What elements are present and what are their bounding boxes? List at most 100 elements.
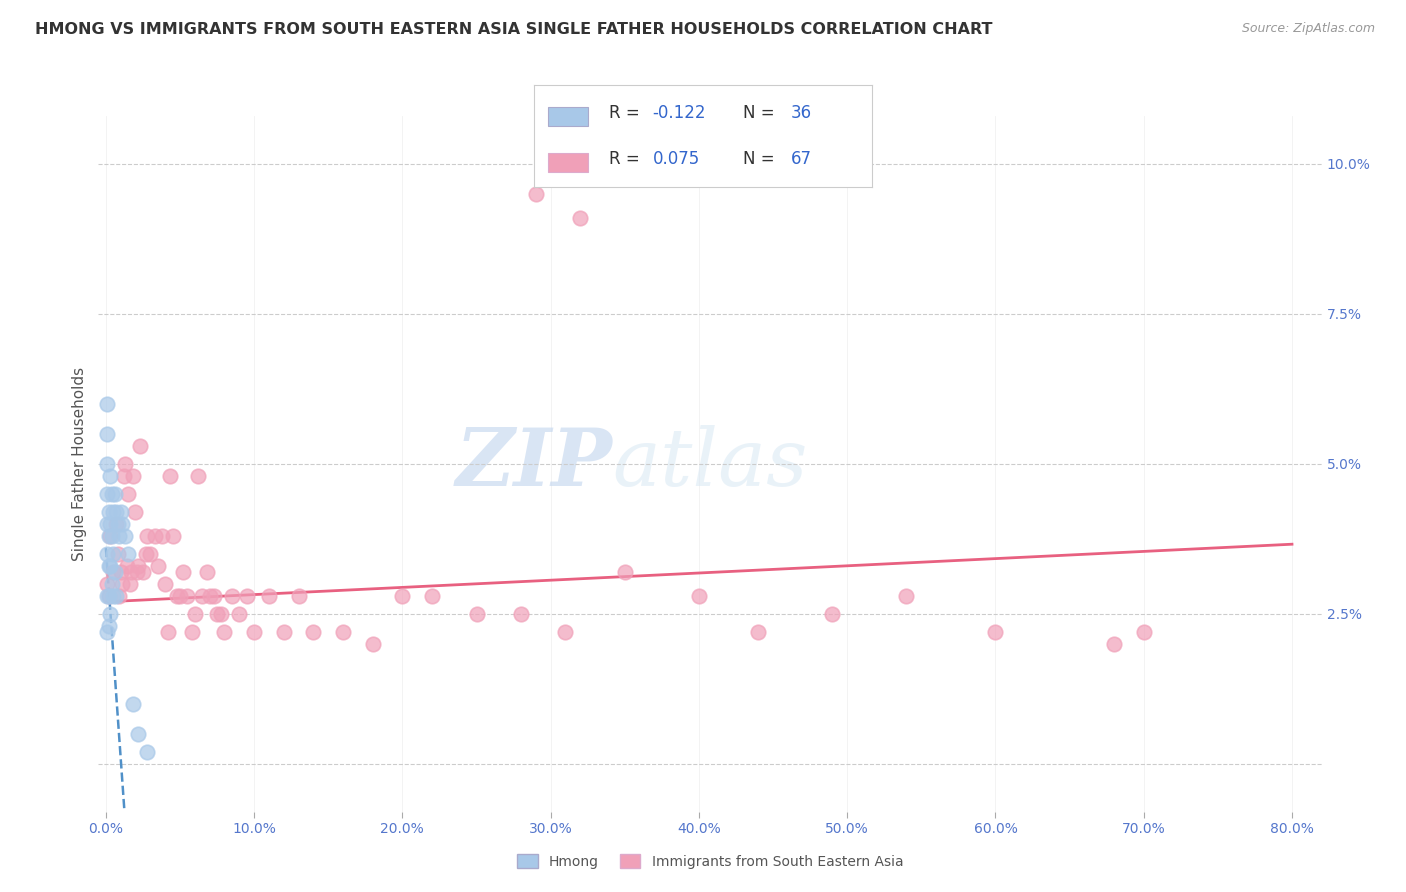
Text: R =: R =: [609, 150, 644, 168]
Point: [96, 397, 118, 411]
Point: [121, 697, 143, 711]
Point: [110, 505, 132, 519]
Text: 0.075: 0.075: [652, 150, 700, 168]
Point: [162, 529, 184, 543]
Point: [97, 529, 120, 543]
Point: [107, 516, 129, 531]
Point: [114, 457, 136, 471]
Point: [180, 624, 202, 639]
Point: [135, 547, 157, 561]
Point: [105, 589, 128, 603]
Point: [198, 589, 221, 603]
FancyBboxPatch shape: [548, 107, 588, 126]
Point: [1102, 637, 1125, 651]
Point: [136, 529, 159, 543]
Point: [105, 516, 128, 531]
Point: [166, 589, 188, 603]
Point: [97, 589, 120, 603]
Point: [524, 186, 547, 201]
Point: [821, 607, 844, 621]
Point: [153, 576, 176, 591]
Point: [187, 468, 209, 483]
Point: [984, 624, 1007, 639]
Text: R =: R =: [609, 104, 644, 122]
Text: -0.122: -0.122: [652, 104, 706, 122]
Text: ZIP: ZIP: [456, 425, 612, 502]
Point: [115, 558, 138, 573]
Point: [465, 607, 488, 621]
Point: [361, 637, 384, 651]
Point: [214, 624, 236, 639]
Point: [104, 487, 127, 501]
Point: [118, 576, 141, 591]
Point: [205, 607, 228, 621]
Point: [98, 516, 121, 531]
Point: [97, 589, 120, 603]
Point: [136, 745, 159, 759]
Point: [111, 576, 134, 591]
Point: [97, 558, 120, 573]
Point: [287, 589, 309, 603]
Point: [332, 624, 354, 639]
Point: [302, 624, 325, 639]
Point: [273, 624, 295, 639]
Point: [117, 487, 139, 501]
Point: [98, 468, 121, 483]
Text: 67: 67: [790, 150, 811, 168]
Point: [103, 505, 125, 519]
Point: [104, 565, 127, 579]
Point: [98, 529, 121, 543]
Point: [391, 589, 413, 603]
Point: [159, 468, 181, 483]
Point: [108, 589, 131, 603]
Point: [172, 565, 194, 579]
Point: [103, 547, 125, 561]
Point: [896, 589, 918, 603]
Point: [96, 576, 118, 591]
Point: [111, 516, 134, 531]
Point: [228, 607, 250, 621]
Text: HMONG VS IMMIGRANTS FROM SOUTH EASTERN ASIA SINGLE FATHER HOUSEHOLDS CORRELATION: HMONG VS IMMIGRANTS FROM SOUTH EASTERN A…: [35, 22, 993, 37]
Point: [554, 624, 576, 639]
Point: [257, 589, 280, 603]
Point: [184, 607, 207, 621]
Y-axis label: Single Father Households: Single Father Households: [72, 367, 87, 561]
Point: [176, 589, 198, 603]
Point: [235, 589, 257, 603]
Point: [169, 589, 191, 603]
Point: [211, 607, 233, 621]
Point: [98, 558, 121, 573]
Point: [120, 565, 142, 579]
Point: [103, 565, 125, 579]
Point: [125, 565, 148, 579]
Point: [420, 589, 443, 603]
Point: [127, 558, 149, 573]
Point: [569, 211, 592, 225]
Legend: Hmong, Immigrants from South Eastern Asia: Hmong, Immigrants from South Eastern Asi…: [512, 848, 908, 874]
Point: [150, 529, 173, 543]
Point: [146, 558, 169, 573]
FancyBboxPatch shape: [548, 153, 588, 172]
Point: [202, 589, 225, 603]
Point: [747, 624, 769, 639]
Point: [96, 547, 118, 561]
Text: 36: 36: [790, 104, 811, 122]
Text: atlas: atlas: [612, 425, 807, 502]
Text: Source: ZipAtlas.com: Source: ZipAtlas.com: [1241, 22, 1375, 36]
Point: [221, 589, 243, 603]
Point: [129, 439, 152, 453]
Point: [110, 565, 132, 579]
Point: [613, 565, 636, 579]
Point: [121, 468, 143, 483]
Point: [243, 624, 266, 639]
Point: [124, 505, 146, 519]
Point: [108, 529, 131, 543]
Point: [98, 607, 121, 621]
Point: [127, 727, 149, 741]
Point: [96, 487, 118, 501]
Point: [100, 529, 122, 543]
Point: [191, 589, 214, 603]
Point: [117, 547, 139, 561]
Point: [112, 468, 135, 483]
Point: [107, 547, 129, 561]
